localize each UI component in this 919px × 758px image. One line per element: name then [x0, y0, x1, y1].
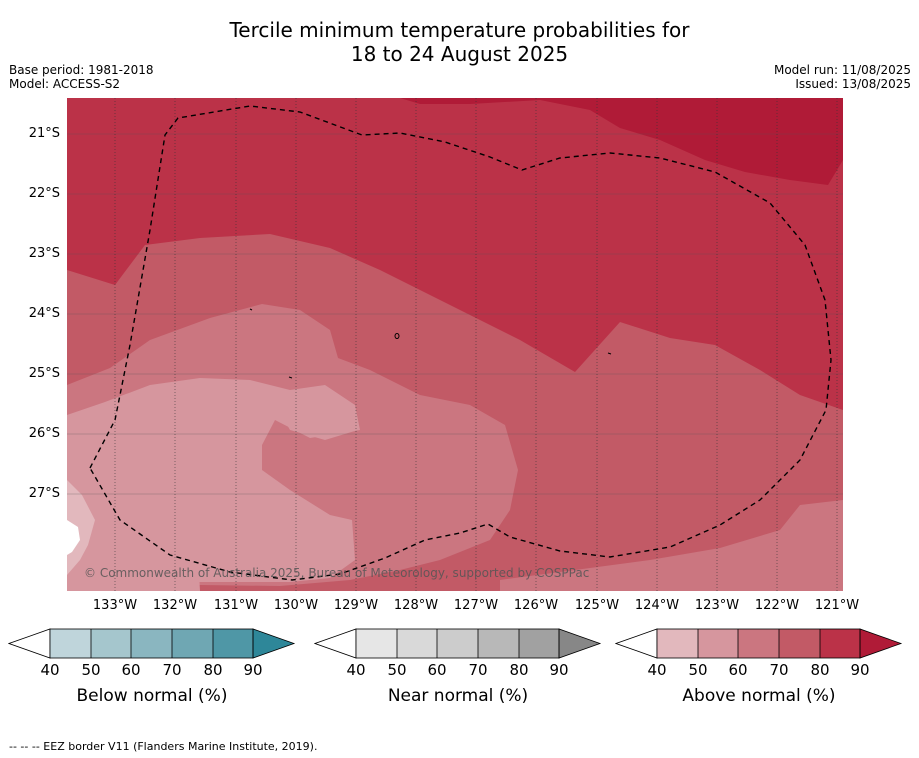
- cbar-tick: 90: [850, 661, 870, 679]
- cbar-tick: 40: [40, 661, 60, 679]
- cbar-tick: 50: [387, 661, 407, 679]
- cbar-tick: 60: [121, 661, 141, 679]
- cbar-tick: 60: [427, 661, 447, 679]
- map-title: Tercile minimum temperature probabilitie…: [0, 18, 919, 66]
- cbar-tick: 50: [81, 661, 101, 679]
- region-50-60: [67, 378, 360, 591]
- lon-label: 121°W: [814, 598, 860, 613]
- lon-label: 131°W: [213, 598, 259, 613]
- lat-label-22s: 22°S: [28, 186, 60, 201]
- islands: [249, 308, 612, 379]
- lon-label: 133°W: [92, 598, 138, 613]
- cbar-tick: 70: [769, 661, 789, 679]
- map-fill-layers: [67, 98, 843, 591]
- cbar-tick: 80: [203, 661, 223, 679]
- cbar-above-seg: [738, 629, 779, 658]
- cbar-above-extend-low: [615, 628, 658, 659]
- colorbar-above: [615, 628, 903, 659]
- cbar-near-seg: [397, 629, 437, 658]
- eez-footnote: -- -- -- EEZ border V11 (Flanders Marine…: [9, 740, 318, 753]
- lat-label-23s: 23°S: [28, 246, 60, 261]
- title-line-2: 18 to 24 August 2025: [350, 42, 569, 66]
- colorbar-above-title: Above normal (%): [682, 686, 836, 706]
- cbar-above-extend-high: [859, 628, 903, 659]
- title-line-1: Tercile minimum temperature probabilitie…: [229, 18, 690, 42]
- model-run: Model run: 11/08/2025: [773, 63, 911, 77]
- cbar-near-extend-low: [314, 628, 357, 659]
- gridlines: [67, 133, 843, 495]
- model-name: Model: ACCESS-S2: [9, 77, 121, 91]
- cbar-above-seg: [698, 629, 738, 658]
- copyright-notice: © Commonwealth of Australia 2025, Bureau…: [84, 566, 590, 580]
- colorbar-below: [8, 628, 296, 659]
- region-60-70-south: [500, 500, 843, 591]
- lon-label: 125°W: [574, 598, 620, 613]
- meridians: [114, 98, 838, 591]
- lon-label: 129°W: [333, 598, 379, 613]
- lat-label-26s: 26°S: [28, 426, 60, 441]
- cbar-tick: 70: [468, 661, 488, 679]
- cbar-tick: 40: [647, 661, 667, 679]
- region-40-50: [67, 480, 95, 575]
- lat-label-24s: 24°S: [28, 306, 60, 321]
- lon-label: 126°W: [513, 598, 559, 613]
- lon-label: 127°W: [453, 598, 499, 613]
- cbar-above-seg: [820, 629, 860, 658]
- colorbar-near-title: Near normal (%): [387, 686, 529, 706]
- cbar-tick: 70: [162, 661, 182, 679]
- cbar-near-seg: [519, 629, 559, 658]
- cbar-tick: 50: [688, 661, 708, 679]
- base-period: Base period: 1981-2018: [9, 63, 154, 77]
- probability-map: [67, 98, 843, 591]
- cbar-below-seg: [172, 629, 213, 658]
- region-90-plus: [400, 98, 843, 185]
- issued-date: Issued: 13/08/2025: [795, 77, 911, 91]
- lat-label-27s: 27°S: [28, 486, 60, 501]
- cbar-below-seg: [131, 629, 172, 658]
- meta-right: Model run: 11/08/2025 Issued: 13/08/2025: [774, 63, 911, 91]
- cbar-near-seg: [356, 629, 397, 658]
- cbar-below-seg: [50, 629, 91, 658]
- cbar-above-seg: [657, 629, 698, 658]
- lon-label: 123°W: [694, 598, 740, 613]
- cbar-near-seg: [478, 629, 519, 658]
- lon-label: 124°W: [634, 598, 680, 613]
- region-50-60-inner: [272, 390, 358, 440]
- cbar-tick: 90: [549, 661, 569, 679]
- colorbar-below-title: Below normal (%): [76, 686, 228, 706]
- lon-label: 122°W: [754, 598, 800, 613]
- cbar-below-seg: [213, 629, 253, 658]
- eez-border: [89, 105, 832, 581]
- lon-label: 128°W: [393, 598, 439, 613]
- lon-label: 130°W: [273, 598, 319, 613]
- land-patch: [67, 520, 80, 555]
- cbar-near-seg: [437, 629, 478, 658]
- cbar-tick: 40: [346, 661, 366, 679]
- cbar-below-extend-low: [8, 628, 51, 659]
- cbar-tick: 60: [728, 661, 748, 679]
- meta-left: Base period: 1981-2018 Model: ACCESS-S2: [9, 63, 154, 91]
- cbar-tick: 80: [509, 661, 529, 679]
- lon-label: 132°W: [152, 598, 198, 613]
- cbar-above-seg: [779, 629, 820, 658]
- cbar-tick: 80: [810, 661, 830, 679]
- colorbar-near: [314, 628, 602, 659]
- lat-label-21s: 21°S: [28, 126, 60, 141]
- lat-label-25s: 25°S: [28, 366, 60, 381]
- cbar-below-seg: [91, 629, 131, 658]
- cbar-near-extend-high: [558, 628, 602, 659]
- cbar-tick: 90: [243, 661, 263, 679]
- cbar-below-extend-high: [252, 628, 296, 659]
